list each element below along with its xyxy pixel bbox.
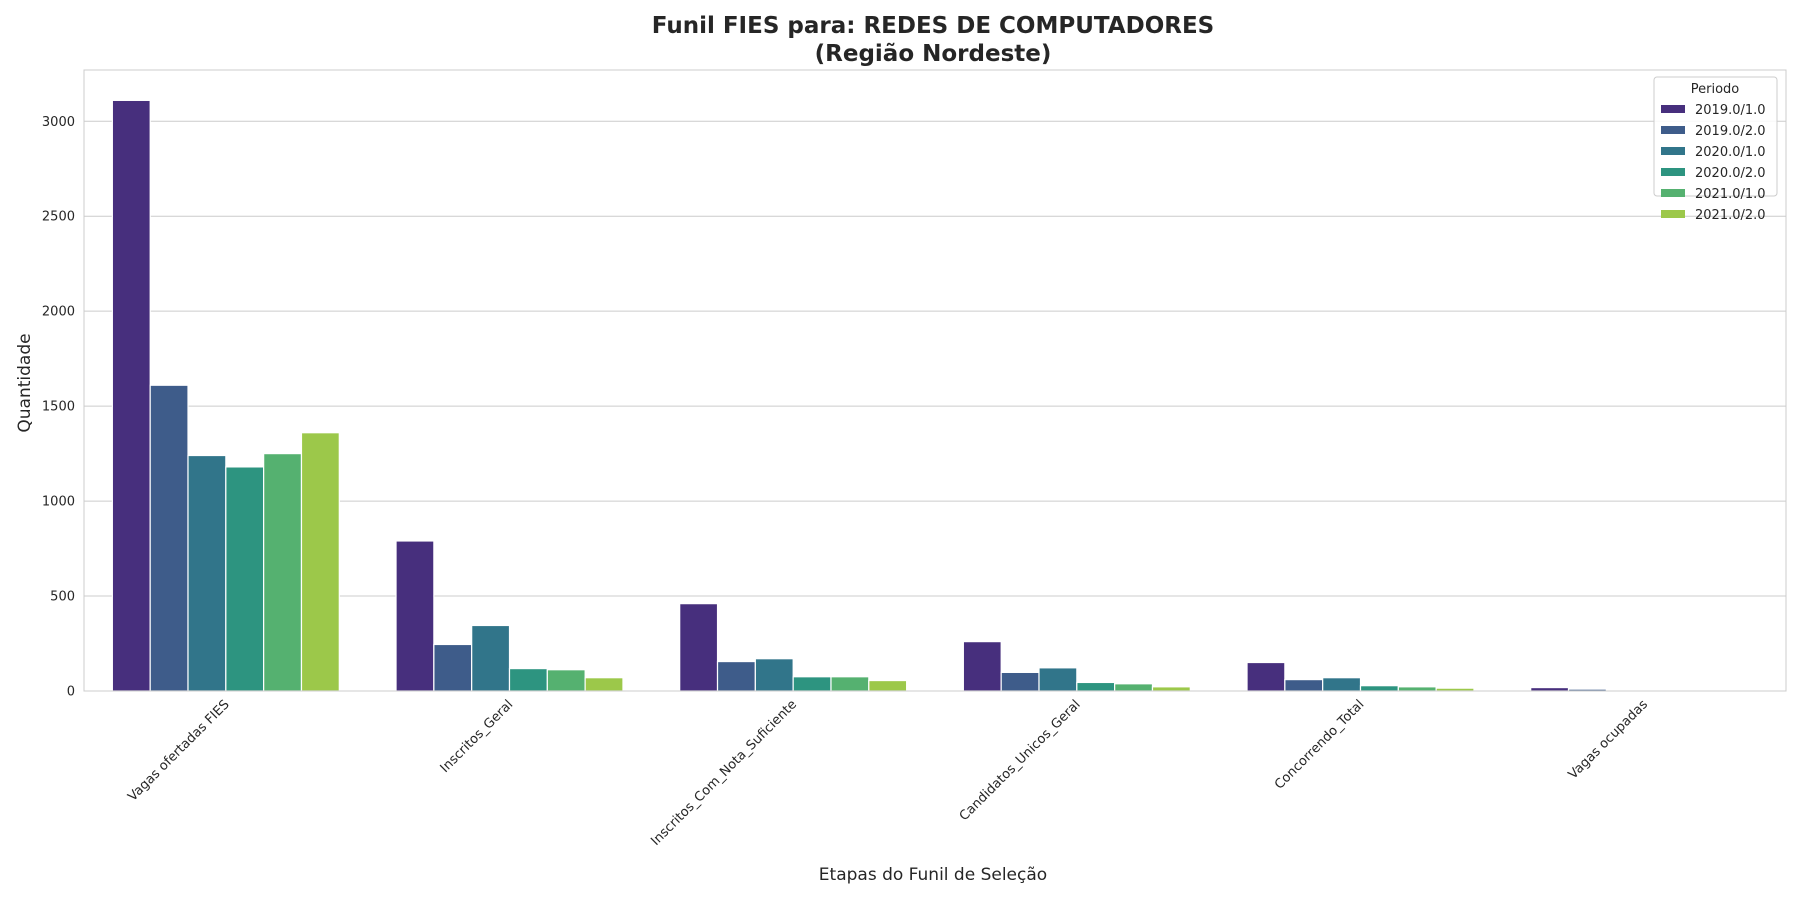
y-axis-label: Quantidade [15,333,35,432]
y-tick-label: 2500 [42,210,75,225]
bar [1397,686,1437,692]
y-ticks: 0 500 1000 1500 2000 2500 3000 [42,115,75,700]
bar [868,679,908,692]
legend-swatch [1661,126,1685,134]
bar [1284,679,1324,692]
bar [1038,667,1078,692]
legend-label: 2019.0/2.0 [1695,124,1766,139]
bar [679,603,719,692]
legend-label: 2020.0/2.0 [1695,166,1766,181]
legend-label: 2020.0/1.0 [1695,145,1766,160]
bar [1151,686,1191,692]
bar [754,658,794,692]
legend-swatch [1661,210,1685,218]
bar [263,453,303,692]
legend-items: 2019.0/1.0 2019.0/2.0 2020.0/1.0 2020.0/2.0… [1661,103,1766,223]
bar [1322,677,1362,692]
bars [111,99,1607,692]
x-tick-label: Candidatos_Unicos_Geral [957,697,1084,824]
bar [187,454,227,692]
bar [508,667,548,692]
y-tick-label: 1000 [42,495,75,510]
bar [1000,671,1040,692]
y-tick-label: 0 [67,685,75,700]
plot-frame [83,69,1787,692]
bar [584,677,624,692]
legend-label: 2021.0/2.0 [1695,208,1766,223]
x-axis-label: Etapas do Funil de Seleção [819,865,1047,885]
bar [1359,685,1399,692]
legend: Periodo 2019.0/1.02019.0/2.02020.0/1.020… [1653,76,1778,223]
x-tick-label: Concorrendo_Total [1272,697,1367,792]
bar [962,641,1002,692]
bar [395,540,435,692]
y-tick-label: 3000 [42,115,75,130]
bar [1076,681,1116,692]
legend-swatch [1661,105,1685,113]
y-tick-label: 2000 [42,305,75,320]
bar [1114,683,1154,692]
legend-label: 2019.0/1.0 [1695,103,1766,118]
chart-title-line2: (Região Nordeste) [815,41,1052,67]
bar [433,643,473,692]
x-tick-label: Inscritos_Com_Nota_Suficiente [648,697,800,849]
legend-label: 2021.0/1.0 [1695,187,1766,202]
x-ticks: Vagas ofertadas FIES Inscritos_Geral Inscr… [125,697,1651,849]
y-tick-label: 1500 [42,400,75,415]
bar [792,676,832,692]
x-tick-label: Vagas ofertadas FIES [125,697,232,804]
legend-swatch [1661,189,1685,197]
bar [300,432,340,692]
bar [149,384,189,692]
bar [830,676,870,692]
bar [1246,661,1286,692]
bar [471,624,511,692]
bar [716,660,756,692]
bar [225,466,265,692]
x-tick-label: Inscritos_Geral [438,697,517,776]
gridlines [84,120,1786,692]
x-tick-label: Vagas ocupadas [1566,697,1651,782]
y-tick-label: 500 [50,590,75,605]
bar [546,669,586,692]
chart-title-line1: Funil FIES para: REDES DE COMPUTADORES [652,13,1215,39]
legend-title: Periodo [1691,82,1740,97]
legend-swatch [1661,147,1685,155]
bar [111,99,151,692]
legend-swatch [1661,168,1685,176]
bar [1530,686,1570,692]
